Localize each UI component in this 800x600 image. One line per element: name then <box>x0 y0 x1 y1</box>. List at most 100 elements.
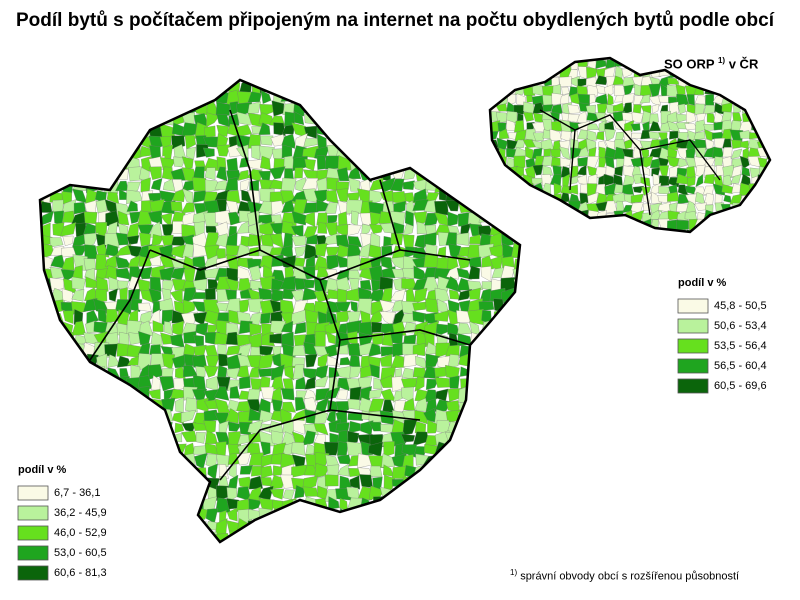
area <box>467 424 482 435</box>
area <box>325 246 341 256</box>
area <box>149 254 162 266</box>
area <box>60 92 76 106</box>
area <box>75 419 85 434</box>
area <box>173 478 186 491</box>
area <box>436 518 449 535</box>
area <box>291 464 307 478</box>
area <box>768 66 770 79</box>
area <box>403 80 416 93</box>
area <box>481 179 494 194</box>
area <box>456 475 471 489</box>
area <box>161 497 173 511</box>
area <box>357 112 374 127</box>
area <box>511 432 520 444</box>
area <box>349 520 361 534</box>
area <box>503 201 513 215</box>
area <box>126 200 138 212</box>
area <box>393 400 406 413</box>
area <box>741 77 753 86</box>
area <box>766 58 770 71</box>
area <box>478 301 495 312</box>
area <box>458 444 473 457</box>
area <box>129 476 141 491</box>
area <box>505 210 518 224</box>
area <box>437 90 448 106</box>
area <box>291 210 307 226</box>
area <box>107 486 118 501</box>
area <box>427 419 439 434</box>
area <box>514 344 520 356</box>
area <box>492 423 504 435</box>
area <box>512 453 520 467</box>
area <box>283 80 296 95</box>
area <box>468 540 483 542</box>
area <box>184 80 197 84</box>
area <box>40 92 41 105</box>
area <box>258 122 271 135</box>
area <box>401 111 416 128</box>
area <box>204 232 219 248</box>
area <box>549 58 564 60</box>
area <box>598 218 608 230</box>
area <box>522 210 536 224</box>
area <box>585 104 596 115</box>
area <box>614 227 626 232</box>
legend-swatch <box>677 338 709 354</box>
area <box>640 240 653 248</box>
area <box>447 81 460 95</box>
area <box>216 124 229 137</box>
area <box>40 401 43 413</box>
area <box>128 112 142 128</box>
area <box>505 175 515 186</box>
area <box>181 531 197 542</box>
area <box>205 508 219 524</box>
area <box>84 389 98 403</box>
area <box>458 191 472 203</box>
area <box>479 168 491 180</box>
area <box>194 452 208 469</box>
area <box>741 94 750 107</box>
area <box>226 487 238 502</box>
area <box>696 77 708 88</box>
area <box>767 140 770 150</box>
area <box>72 100 88 117</box>
area <box>469 387 483 402</box>
area <box>457 530 472 542</box>
area <box>413 136 428 148</box>
area <box>337 155 352 171</box>
area <box>226 367 240 380</box>
area <box>181 465 196 480</box>
area <box>203 80 220 83</box>
area <box>658 238 670 250</box>
area <box>511 422 520 433</box>
area <box>337 288 348 303</box>
area <box>358 80 374 95</box>
area <box>248 367 260 378</box>
area <box>512 68 527 80</box>
area <box>731 139 742 149</box>
area <box>83 124 99 139</box>
area <box>51 113 65 128</box>
area <box>502 496 517 512</box>
area <box>137 302 152 313</box>
area <box>324 103 338 117</box>
area <box>138 464 151 477</box>
area <box>71 80 87 92</box>
area <box>489 177 502 191</box>
area <box>194 544 207 554</box>
area <box>512 376 520 390</box>
area <box>623 230 635 232</box>
area <box>248 475 263 490</box>
area <box>503 400 517 413</box>
area <box>271 529 284 542</box>
area <box>173 541 187 542</box>
area <box>458 144 470 159</box>
area <box>667 240 677 250</box>
area <box>658 95 670 103</box>
area <box>74 166 86 180</box>
area <box>404 510 418 524</box>
area <box>531 58 546 61</box>
area <box>336 167 350 182</box>
area <box>694 202 707 211</box>
area <box>316 266 329 279</box>
